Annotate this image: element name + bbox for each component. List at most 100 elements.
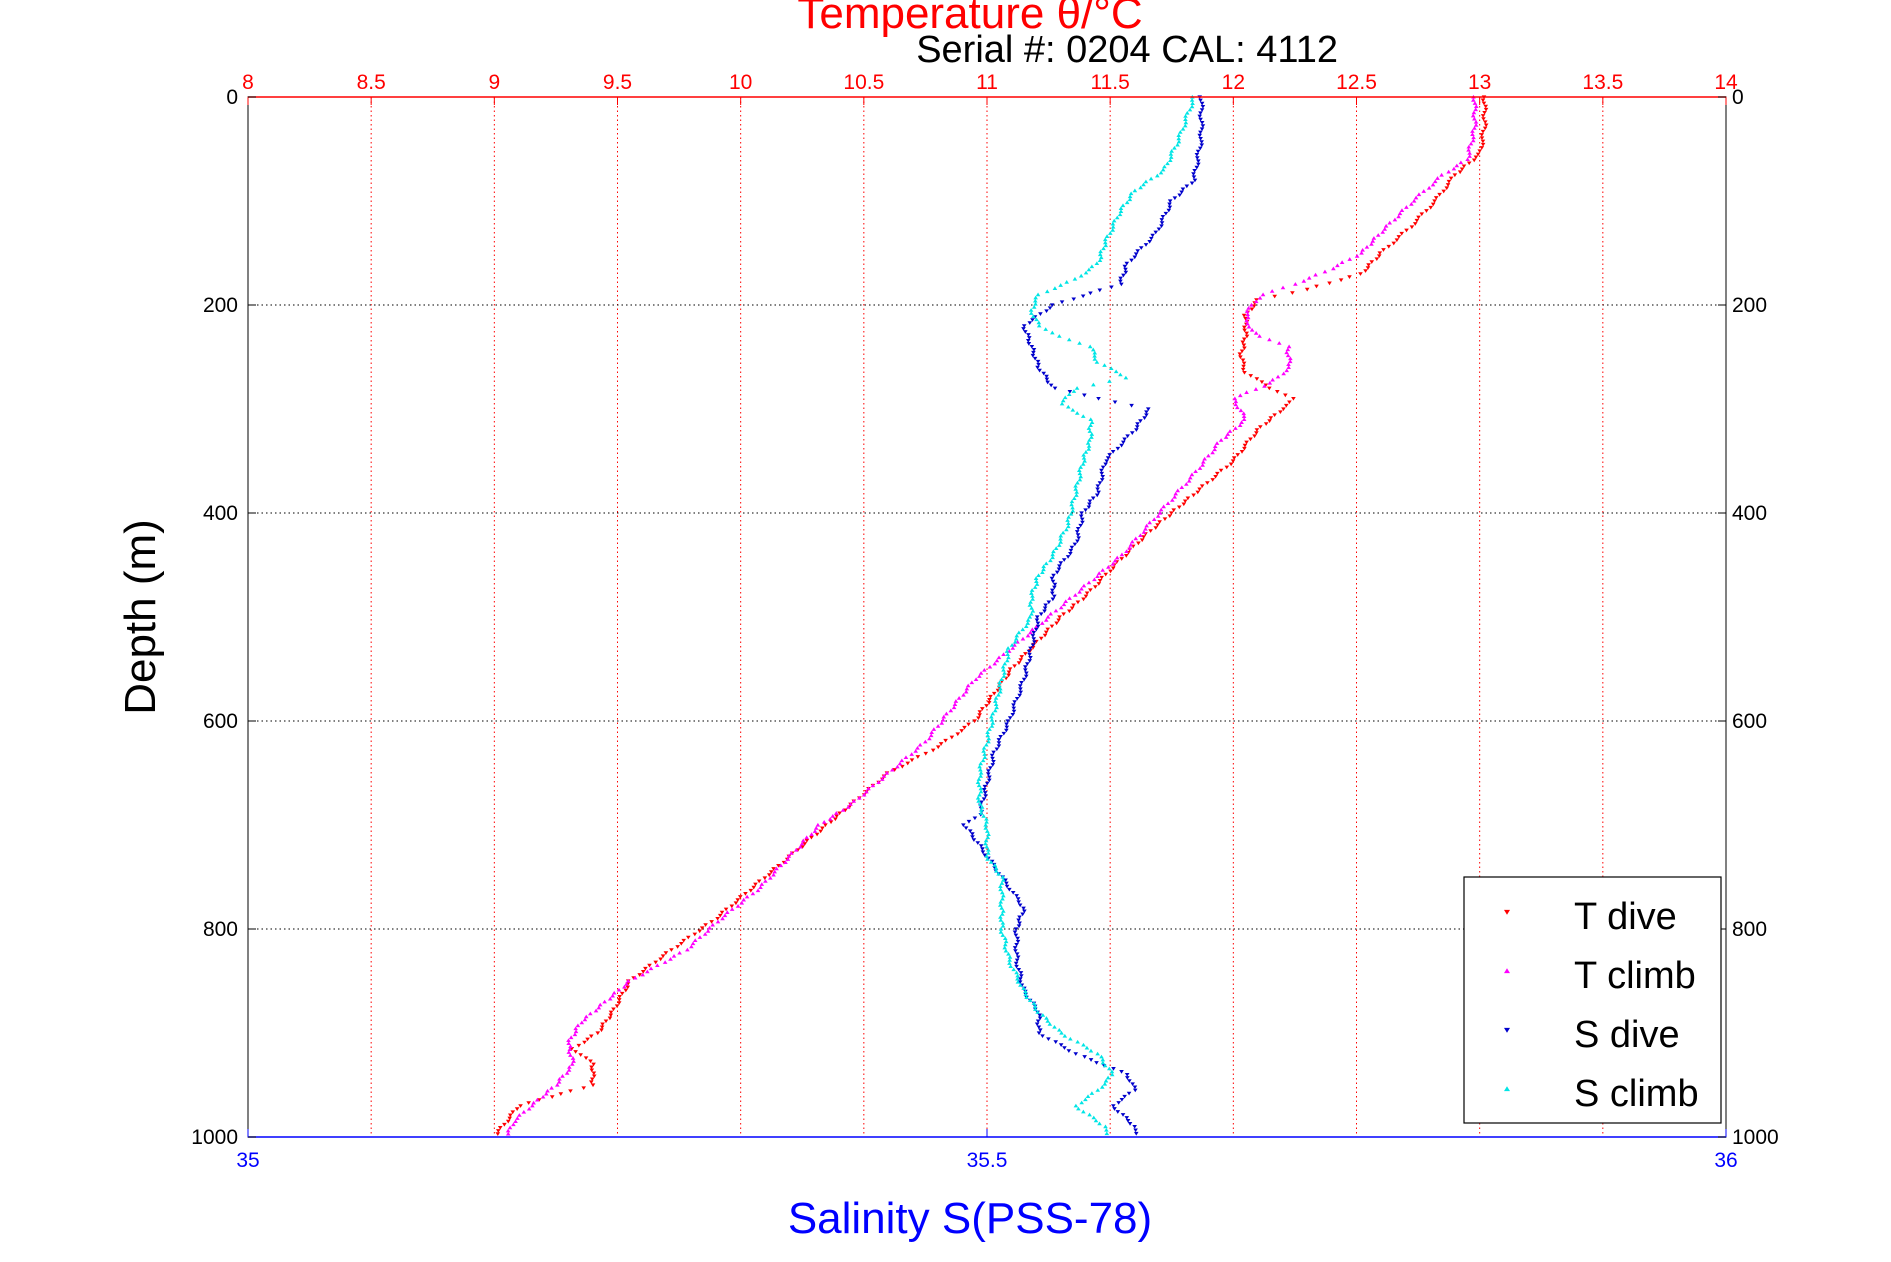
data-point: [733, 901, 739, 906]
data-point: [1004, 884, 1010, 889]
data-point: [1441, 189, 1447, 194]
data-point: [973, 677, 979, 682]
data-point: [1049, 624, 1055, 629]
data-point: [1210, 478, 1216, 482]
data-point: [900, 764, 905, 769]
data-point: [1483, 123, 1489, 128]
data-point: [1087, 344, 1093, 349]
data-point: [1173, 491, 1179, 496]
data-point: [1029, 591, 1034, 595]
data-point: [1019, 974, 1024, 978]
data-point: [1138, 185, 1143, 190]
data-point: [809, 835, 814, 840]
data-point: [1192, 168, 1197, 173]
data-point: [1179, 485, 1185, 490]
data-point: [1471, 110, 1477, 115]
data-point: [1028, 630, 1033, 635]
data-point: [1132, 1085, 1138, 1090]
data-point: [1167, 205, 1173, 210]
data-point: [1002, 945, 1007, 950]
data-point: [1086, 505, 1092, 510]
data-point: [1165, 161, 1170, 166]
data-point: [978, 767, 983, 772]
data-point: [1017, 980, 1023, 985]
data-point: [1030, 594, 1035, 598]
data-point: [909, 752, 914, 756]
data-point: [1075, 600, 1081, 605]
data-point: [1428, 205, 1434, 210]
data-point: [999, 881, 1005, 885]
data-point: [1133, 1131, 1139, 1136]
data-point: [1089, 264, 1095, 269]
data-point: [1103, 572, 1109, 577]
data-point: [1017, 903, 1023, 908]
data-point: [1248, 437, 1253, 442]
data-point: [1014, 958, 1020, 963]
data-point: [1018, 658, 1024, 662]
data-point: [1168, 152, 1174, 156]
data-point: [1082, 393, 1087, 398]
data-point: [1012, 930, 1018, 935]
data-point: [1251, 304, 1257, 309]
data-point: [1245, 312, 1250, 316]
data-point: [1258, 425, 1263, 429]
data-point: [1141, 535, 1146, 539]
data-point: [999, 890, 1005, 895]
data-point: [1331, 266, 1336, 271]
data-point: [608, 1010, 614, 1015]
data-point: [1254, 431, 1259, 435]
data-point: [1191, 493, 1196, 498]
data-point: [1050, 555, 1055, 560]
data-point: [1092, 353, 1097, 358]
data-point: [989, 753, 995, 758]
temp-tick-label: 10: [729, 71, 752, 94]
data-point: [1010, 646, 1016, 650]
data-point: [763, 879, 768, 883]
data-point: [735, 904, 741, 908]
data-point: [993, 868, 999, 873]
data-point: [985, 835, 991, 840]
data-point: [1480, 142, 1486, 147]
data-point: [505, 1128, 511, 1133]
data-point: [1103, 462, 1108, 467]
data-point: [653, 960, 659, 965]
data-point: [1027, 652, 1032, 657]
data-point: [1076, 468, 1082, 472]
data-point: [1041, 567, 1046, 572]
data-point: [999, 906, 1004, 910]
data-point: [988, 694, 993, 699]
data-point: [588, 1011, 593, 1016]
data-point: [1104, 234, 1110, 238]
data-point: [1169, 511, 1174, 516]
data-point: [1370, 239, 1376, 243]
data-point: [1042, 609, 1047, 614]
data-point: [766, 873, 772, 877]
salinity-axis-title: Salinity S(PSS-78): [788, 1194, 1152, 1243]
data-point: [1089, 435, 1094, 439]
data-point: [998, 887, 1003, 892]
data-point: [986, 736, 992, 741]
data-point: [1031, 314, 1036, 319]
data-point: [978, 671, 984, 675]
data-point: [986, 701, 992, 705]
data-point: [1028, 311, 1034, 315]
data-point: [1046, 1037, 1051, 1042]
data-point: [903, 755, 909, 760]
data-point: [1124, 200, 1130, 205]
data-point: [1104, 459, 1110, 464]
data-point: [1050, 330, 1055, 335]
data-point: [1000, 896, 1005, 901]
data-point: [992, 699, 998, 703]
data-point: [530, 1103, 535, 1108]
data-point: [828, 820, 834, 825]
legend-label: T climb: [1574, 955, 1696, 997]
data-point: [739, 900, 745, 905]
data-point: [750, 891, 756, 896]
data-point: [1069, 499, 1075, 504]
depth-axis-title: Depth (m): [116, 519, 165, 715]
data-point: [1199, 108, 1205, 112]
data-point: [1025, 621, 1031, 625]
data-point: [876, 780, 881, 784]
data-point: [1414, 218, 1420, 223]
